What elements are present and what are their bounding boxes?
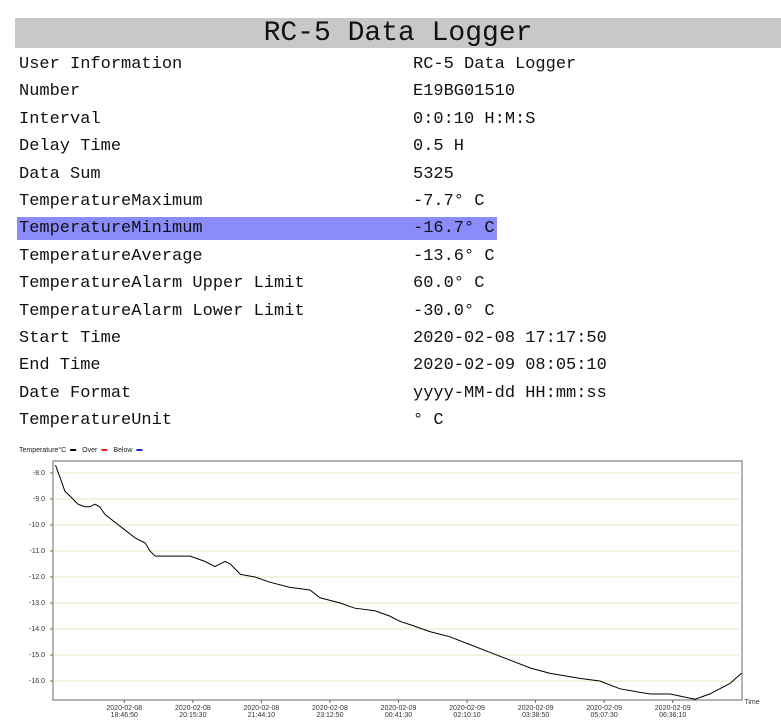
field-value: RC-5 Data Logger [413, 55, 577, 74]
legend-label: Below [113, 447, 133, 454]
legend-label: Over [82, 447, 98, 454]
x-tick-label: 2020-02-08 20:15:30 [174, 705, 211, 719]
field-name: TemperatureAverage [19, 246, 203, 266]
field-name: Delay Time [19, 137, 122, 157]
x-tick-label: 2020-02-09 05:07:30 [586, 705, 623, 719]
y-tick-label: -11.0 [30, 548, 46, 555]
field-name: TemperatureMaximum [19, 192, 203, 211]
y-tick-label: -13.0 [29, 600, 45, 607]
field-name: Data Sum [19, 164, 101, 184]
plot-area [52, 460, 743, 701]
legend-label: Temperature°C [19, 446, 66, 454]
y-tick-label: -10.0 [29, 522, 45, 529]
field-value: 2020-02-09 08:05:10 [413, 356, 607, 376]
field-name: End Time [19, 356, 101, 376]
field-name: Number [19, 82, 81, 102]
highlight [17, 217, 497, 241]
y-tick-label: -14.0 [29, 626, 45, 633]
y-tick-label: -15.0 [29, 652, 45, 659]
x-tick-label: 2020-02-09 03:38:50 [517, 705, 554, 719]
x-tick-label: 2020-02-09 02:10:10 [449, 705, 485, 719]
field-value: ° C [413, 411, 444, 431]
field-name: TemperatureMinimum [19, 219, 203, 239]
field-name: TemperatureUnit [19, 411, 173, 431]
field-name: Interval [19, 109, 101, 129]
x-tick-label: 2020-02-09 06:36:10 [654, 705, 691, 719]
field-name: TemperatureAlarm Upper Limit [19, 274, 305, 294]
y-tick-label: -8.0 [33, 470, 45, 477]
x-tick-label: 2020-02-09 00:41:30 [380, 705, 417, 719]
field-value: 5325 [413, 164, 454, 184]
field-value: -30.0° C [413, 301, 495, 321]
field-value: yyyy-MM-dd HH:mm:ss [413, 383, 607, 403]
field-name: User Information [19, 55, 183, 74]
field-value: 2020-02-08 17:17:50 [413, 329, 607, 348]
field-value: -13.6° C [413, 246, 495, 266]
x-tick-label: 2020-02-08 18:46:50 [106, 705, 143, 719]
field-value: 60.0° C [413, 274, 485, 294]
y-tick-label: -16.0 [29, 678, 45, 685]
field-value: -7.7° C [413, 192, 485, 211]
field-name: Start Time [19, 329, 122, 348]
y-tick-label: -12.0 [29, 574, 45, 581]
field-name: TemperatureAlarm Lower Limit [19, 301, 305, 321]
y-tick-label: -9.0 [33, 496, 45, 503]
field-name: Date Format [19, 383, 132, 403]
field-value: 0.5 H [413, 137, 465, 157]
field-value: -16.7° C [413, 219, 495, 239]
x-tick-label: 2020-02-08 23:12:50 [312, 705, 348, 719]
field-value: 0:0:10 H:M:S [413, 109, 536, 129]
title: RC-5 Data Logger [15, 18, 781, 49]
x-tick-label: 2020-02-08 21:44:10 [243, 705, 280, 719]
data-line [55, 464, 742, 700]
chart: -8.0 -9.0 -10.0 -11.0 -12.0 -13.0 -14.0 -15.0 -1… [19, 446, 743, 703]
field-value: E19BG01510 [413, 82, 516, 102]
x-axis-label: Time [744, 699, 760, 706]
